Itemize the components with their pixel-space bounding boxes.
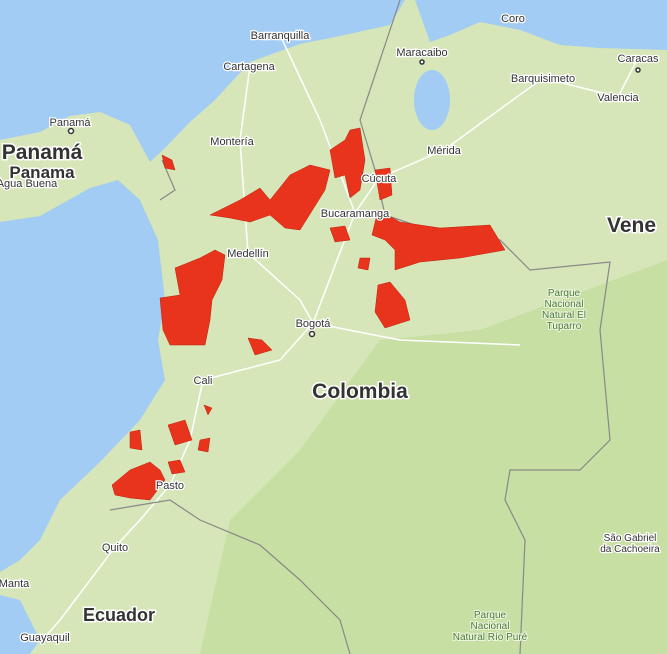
pacific-ocean: [0, 180, 165, 572]
city-label: Bogotá: [296, 318, 332, 330]
region: [111, 461, 166, 501]
city-label: Agua Buena: [0, 178, 58, 190]
city-label: Manta: [0, 578, 30, 590]
city-label: Barquisimeto: [511, 73, 575, 85]
region: [374, 281, 411, 329]
road: [311, 212, 521, 346]
city-label: Cúcuta: [362, 173, 398, 185]
city-label: Bucaramanga: [321, 208, 390, 220]
border: [359, 0, 611, 654]
region: [247, 337, 273, 356]
border: [109, 499, 351, 654]
city-label: Barranquilla: [251, 30, 311, 42]
city-label: Caracas: [618, 53, 659, 65]
highlighted-regions: [111, 127, 506, 501]
border: [159, 159, 176, 201]
city-label: Valencia: [597, 92, 639, 104]
region: [329, 127, 366, 199]
country-label: Colombia: [312, 380, 408, 403]
city-label: Medellín: [227, 248, 269, 260]
city-dot: [308, 330, 316, 338]
road: [279, 34, 639, 215]
city-dot: [419, 59, 425, 65]
area-line: Natural Río Puré: [453, 632, 528, 643]
region: [209, 164, 331, 231]
region: [159, 249, 226, 346]
area-label: Parque Nacional Natural El Tuparro: [542, 288, 586, 332]
area-line: Natural El: [542, 310, 586, 321]
area-line: Parque: [548, 288, 581, 299]
city-dots: [67, 59, 641, 338]
area-label: São Gabriel da Cachoeira: [600, 533, 660, 555]
city-dot: [635, 67, 641, 73]
caribbean-sea: [0, 0, 405, 162]
city-label: Pasto: [156, 480, 184, 492]
labels: Coro Barranquilla Maracaibo Caracas Cart…: [0, 12, 661, 646]
area-line: da Cachoeira: [600, 544, 660, 555]
city-label: Coro: [501, 13, 525, 25]
city-label: Montería: [210, 136, 254, 148]
region: [167, 459, 186, 475]
city-dot: [67, 127, 75, 135]
region: [203, 404, 213, 416]
area-line: Nacional: [471, 621, 510, 632]
region: [329, 225, 351, 243]
city-label: Panamá: [50, 117, 92, 129]
region: [357, 257, 371, 271]
region: [197, 437, 211, 453]
region: [161, 154, 176, 171]
area-line: Tuparro: [547, 321, 582, 332]
road: [44, 65, 314, 638]
city-label: Mérida: [427, 145, 462, 157]
city-label: Guayaquil: [20, 632, 70, 644]
gulf: [0, 595, 40, 654]
region: [129, 429, 143, 451]
area-line: Nacional: [545, 299, 584, 310]
country-label: Panama: [9, 163, 75, 182]
lake-maracaibo: [414, 70, 450, 130]
city-label: Cali: [194, 375, 213, 387]
country-label: Panamá: [2, 141, 83, 164]
region: [374, 167, 393, 201]
city-label: Maracaibo: [396, 47, 447, 59]
area-line: São Gabriel: [604, 533, 657, 544]
region: [371, 209, 506, 271]
city-label: Quito: [102, 542, 128, 554]
area-line: Parque: [474, 610, 507, 621]
country-label: Ecuador: [83, 605, 155, 625]
country-label: Vene: [607, 214, 656, 237]
area-label: Parque Nacional Natural Río Puré: [453, 610, 528, 643]
city-label: Cartagena: [223, 61, 275, 73]
region: [167, 419, 193, 446]
caribbean-sea-east: [415, 0, 667, 50]
lowland: [200, 260, 667, 654]
